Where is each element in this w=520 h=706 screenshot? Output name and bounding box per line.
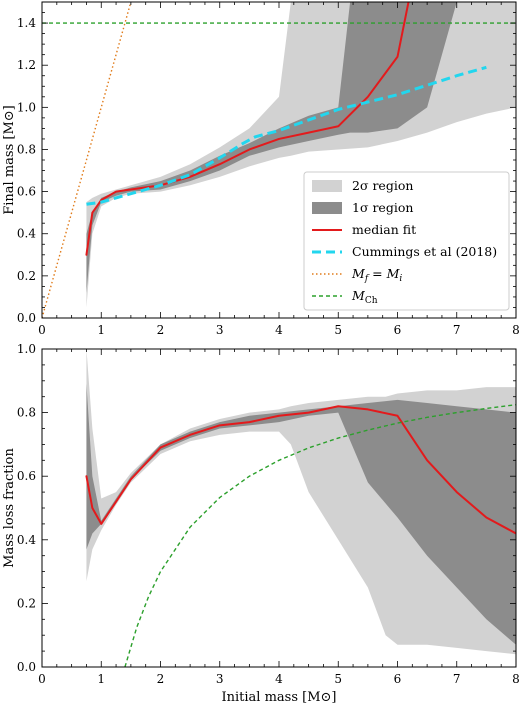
y-tick-label-panel-2: 0.0 [17, 660, 36, 674]
panel-2-plot-area [85, 349, 516, 667]
y-tick-label-panel-1: 0.0 [17, 311, 36, 325]
x-tick-label-panel-1: 4 [275, 323, 283, 337]
y-tick-label-panel-1: 1.0 [17, 100, 36, 114]
legend-label-1-region: 1σ region [352, 200, 413, 215]
cummings-et-al-2018-line-panel-1 [86, 65, 487, 206]
x-tick-label-panel-1: 3 [216, 323, 224, 337]
m-f-m-i-line-panel-1 [42, 2, 132, 318]
x-tick-label-panel-2: 7 [453, 672, 461, 686]
x-tick-label-panel-2: 1 [97, 672, 105, 686]
y-tick-label-panel-1: 0.8 [17, 142, 36, 156]
one-sigma-band-panel-1 [86, 2, 516, 293]
median-fit-line-panel-2 [85, 405, 516, 535]
y-tick-label-panel-1: 0.6 [17, 185, 36, 199]
x-tick-label-panel-1: 6 [394, 323, 402, 337]
x-tick-label-panel-1: 7 [453, 323, 461, 337]
y-axis-label-panel-2: Mass loss fraction [2, 448, 17, 568]
x-tick-label-panel-1: 1 [97, 323, 105, 337]
x-tick-label-panel-2: 2 [157, 672, 165, 686]
x-tick-label-panel-2: 0 [38, 672, 46, 686]
median-fit-line-panel-1 [85, 2, 410, 256]
y-tick-label-panel-1: 0.4 [17, 227, 36, 241]
legend-swatch-1-region [312, 202, 342, 214]
x-tick-label-panel-1: 8 [512, 323, 520, 337]
panel-1-plot-area [42, 2, 516, 318]
one-sigma-band-panel-2 [86, 383, 516, 645]
x-tick-label-panel-1: 5 [334, 323, 342, 337]
legend-swatch-2-region [312, 180, 342, 192]
x-axis-label: Initial mass [M⊙] [222, 690, 337, 705]
legend-label-median-fit: median fit [352, 222, 416, 237]
y-tick-label-panel-2: 0.2 [17, 596, 36, 610]
y-tick-label-panel-2: 0.8 [17, 406, 36, 420]
x-tick-label-panel-1: 2 [157, 323, 165, 337]
y-tick-label-panel-2: 0.4 [17, 533, 36, 547]
x-tick-label-panel-2: 6 [394, 672, 402, 686]
legend-label-m-ch: MCh [351, 288, 378, 306]
x-tick-label-panel-2: 4 [275, 672, 283, 686]
y-tick-label-panel-2: 1.0 [17, 342, 36, 356]
y-tick-label-panel-1: 1.2 [17, 58, 36, 72]
legend [303, 171, 510, 311]
x-tick-label-panel-2: 5 [334, 672, 342, 686]
y-tick-label-panel-1: 1.4 [17, 16, 36, 30]
legend-label-2-region: 2σ region [352, 178, 413, 193]
legend-label-m-f-m-i: Mf = Mi [351, 266, 402, 284]
y-tick-label-panel-2: 0.6 [17, 469, 36, 483]
legend-label-cummings-et-al-2018: Cummings et al (2018) [352, 244, 497, 259]
x-tick-label-panel-1: 0 [38, 323, 46, 337]
y-axis-label-panel-1: Final mass [M⊙] [2, 105, 17, 215]
m-ch-line-panel-2 [124, 403, 516, 667]
y-tick-label-panel-1: 0.2 [17, 269, 36, 283]
x-tick-label-panel-2: 3 [216, 672, 224, 686]
x-tick-label-panel-2: 8 [512, 672, 520, 686]
